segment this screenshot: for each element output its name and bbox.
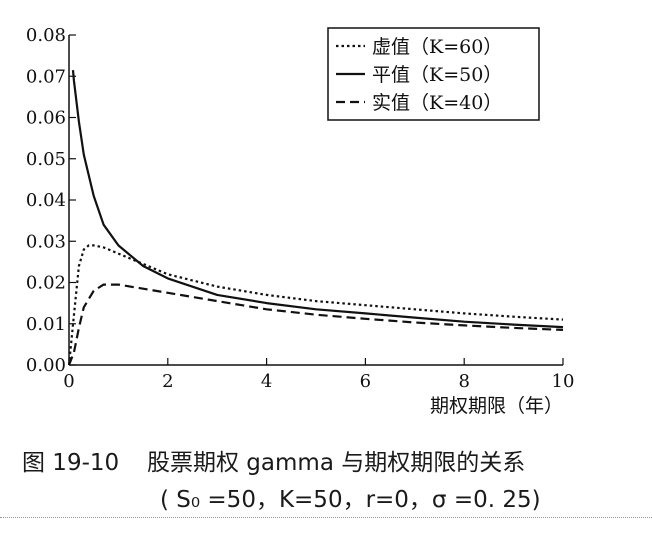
legend: 虚值（K=60） 平值（K=50） 实值（K=40） <box>327 27 540 121</box>
x-tick-label: 2 <box>162 371 173 392</box>
y-tick-label: 0.02 <box>26 273 66 294</box>
series-line-dashed <box>67 283 564 366</box>
legend-label: 虚值（K=60） <box>372 36 502 58</box>
y-tick-label: 0.06 <box>26 108 66 129</box>
y-tick-label: 0.00 <box>26 355 66 376</box>
figure-parameters: ( S₀ =50，K=50，r=0，σ =0. 25) <box>160 487 541 513</box>
legend-label: 实值（K=40） <box>372 92 502 114</box>
figure-title: 股票期权 gamma 与期权期限的关系 <box>147 450 526 476</box>
y-tick-label: 0.04 <box>26 190 66 211</box>
series-line-dotted <box>67 244 564 366</box>
series-line-solid <box>71 70 564 329</box>
x-tick-label: 6 <box>360 371 371 392</box>
x-tick-label: 4 <box>261 371 272 392</box>
y-tick-label: 0.07 <box>26 66 66 87</box>
y-tick-label: 0.08 <box>26 25 66 46</box>
y-tick-label: 0.03 <box>26 231 66 252</box>
x-tick-label: 8 <box>458 371 469 392</box>
y-tick-label: 0.05 <box>26 149 66 170</box>
legend-label: 平值（K=50） <box>372 64 502 86</box>
x-tick-label: 10 <box>552 371 575 392</box>
divider <box>0 517 652 518</box>
figure-number: 图 19-10 <box>22 450 120 476</box>
x-tick-label: 0 <box>63 371 74 392</box>
y-tick-label: 0.01 <box>26 314 66 335</box>
axis-tick-labels: 0.00 0.01 0.02 0.03 0.04 0.05 0.06 0.07 0.08 0 2 4 6… <box>26 25 575 392</box>
x-axis-label: 期权期限（年） <box>430 395 563 417</box>
series-lines <box>67 70 564 366</box>
